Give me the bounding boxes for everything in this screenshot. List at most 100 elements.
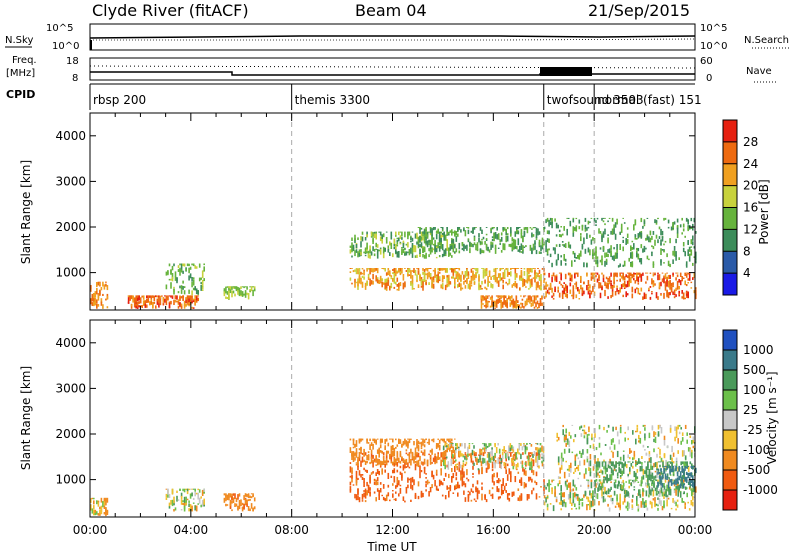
velocity-cell xyxy=(657,468,659,471)
velocity-cell xyxy=(574,460,577,466)
velocity-cell xyxy=(591,437,593,440)
velocity-cell xyxy=(675,461,678,463)
power-cell xyxy=(435,256,438,259)
velocity-cell xyxy=(444,472,447,477)
velocity-cell xyxy=(684,476,686,482)
power-cell xyxy=(617,291,620,294)
nsky-panel: N.Sky 10^5 10^0 10^5 10^0 N.Search xyxy=(5,23,790,52)
power-cell xyxy=(361,275,364,278)
power-cell xyxy=(598,274,600,279)
power-cell xyxy=(564,283,567,288)
power-cell xyxy=(616,218,618,225)
velocity-cell xyxy=(541,460,543,464)
velocity-cell xyxy=(560,463,563,470)
velocity-cell xyxy=(604,499,606,502)
power-cell xyxy=(663,243,665,246)
power-cell xyxy=(444,284,447,291)
velocity-cell xyxy=(378,470,380,476)
power-cell xyxy=(548,219,550,227)
velocity-cell xyxy=(393,450,396,457)
velocity-cell xyxy=(90,498,92,503)
power-cell xyxy=(537,233,539,236)
power-cell xyxy=(564,243,567,248)
power-cell xyxy=(505,228,507,233)
velocity-cell xyxy=(105,508,107,515)
velocity-cell xyxy=(589,445,592,449)
power-cell xyxy=(506,303,508,309)
power-cell xyxy=(555,274,558,278)
power-cell xyxy=(506,283,509,286)
power-cell xyxy=(532,268,535,269)
velocity-cell xyxy=(598,424,601,430)
power-cell xyxy=(528,275,530,282)
power-cell xyxy=(384,268,386,272)
velocity-cell xyxy=(660,485,662,490)
velocity-cell xyxy=(667,481,670,489)
power-cell xyxy=(185,303,187,307)
power-cell xyxy=(622,283,624,287)
power-cell xyxy=(607,253,609,258)
power-cell xyxy=(90,285,92,289)
power-cell xyxy=(634,219,637,226)
power-cell xyxy=(410,281,412,286)
station-title: Clyde River (fitACF) xyxy=(92,1,249,20)
velocity-cell xyxy=(672,470,675,477)
velocity-cell xyxy=(96,500,98,505)
power-cell xyxy=(357,278,359,282)
power-cell xyxy=(417,246,420,249)
power-cell xyxy=(652,272,655,274)
velocity-cell xyxy=(200,504,202,508)
velocity-cell xyxy=(165,488,168,490)
velocity-cell xyxy=(686,462,688,469)
power-cell xyxy=(563,287,565,295)
velocity-cell xyxy=(451,450,453,454)
power-cell xyxy=(192,287,195,291)
power-cell xyxy=(502,281,504,284)
power-cell xyxy=(652,246,655,250)
velocity-cell xyxy=(573,471,575,474)
velocity-cell xyxy=(609,474,611,481)
power-cell xyxy=(435,250,438,253)
power-cell xyxy=(443,249,445,257)
power-cell xyxy=(463,278,465,281)
velocity-cell xyxy=(428,453,430,456)
power-cell xyxy=(514,231,517,237)
power-cell xyxy=(414,269,417,276)
power-cell xyxy=(425,227,427,232)
velocity-cell xyxy=(680,440,682,445)
power-cell xyxy=(633,224,635,230)
power-colorbar-swatch xyxy=(723,141,737,165)
power-cell xyxy=(425,236,427,241)
power-cell xyxy=(493,268,495,272)
power-cell xyxy=(494,244,497,250)
power-cell xyxy=(423,240,426,244)
velocity-cell xyxy=(674,436,676,442)
velocity-cell xyxy=(649,500,652,505)
velocity-cell xyxy=(465,454,468,459)
power-cell xyxy=(578,219,581,224)
power-cell xyxy=(673,296,676,299)
velocity-cell xyxy=(366,470,368,473)
velocity-cell xyxy=(357,456,359,463)
power-cell xyxy=(675,254,677,261)
power-cell xyxy=(197,295,199,297)
power-cell xyxy=(390,285,393,289)
velocity-cell xyxy=(425,483,427,488)
power-cell xyxy=(516,273,518,278)
velocity-cell xyxy=(491,447,493,450)
power-cell xyxy=(448,274,450,280)
power-cell xyxy=(506,227,509,230)
power-cell xyxy=(522,236,524,243)
velocity-cell xyxy=(369,444,371,450)
power-cell xyxy=(592,253,594,256)
velocity-cell xyxy=(692,482,694,487)
power-cell xyxy=(237,287,239,291)
power-cell xyxy=(541,295,543,298)
power-cell xyxy=(381,234,383,240)
velocity-cell xyxy=(600,469,602,473)
power-cell xyxy=(410,240,412,243)
nsky-trace xyxy=(89,35,696,39)
power-cell xyxy=(625,291,627,298)
velocity-cell xyxy=(106,497,109,503)
power-cell xyxy=(620,275,623,279)
